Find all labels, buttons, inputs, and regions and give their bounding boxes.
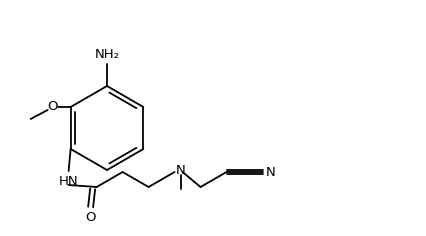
- Text: O: O: [85, 211, 96, 224]
- Text: NH₂: NH₂: [95, 48, 120, 61]
- Text: HN: HN: [59, 175, 78, 188]
- Text: N: N: [176, 164, 185, 177]
- Text: N: N: [265, 165, 275, 178]
- Text: O: O: [47, 101, 58, 114]
